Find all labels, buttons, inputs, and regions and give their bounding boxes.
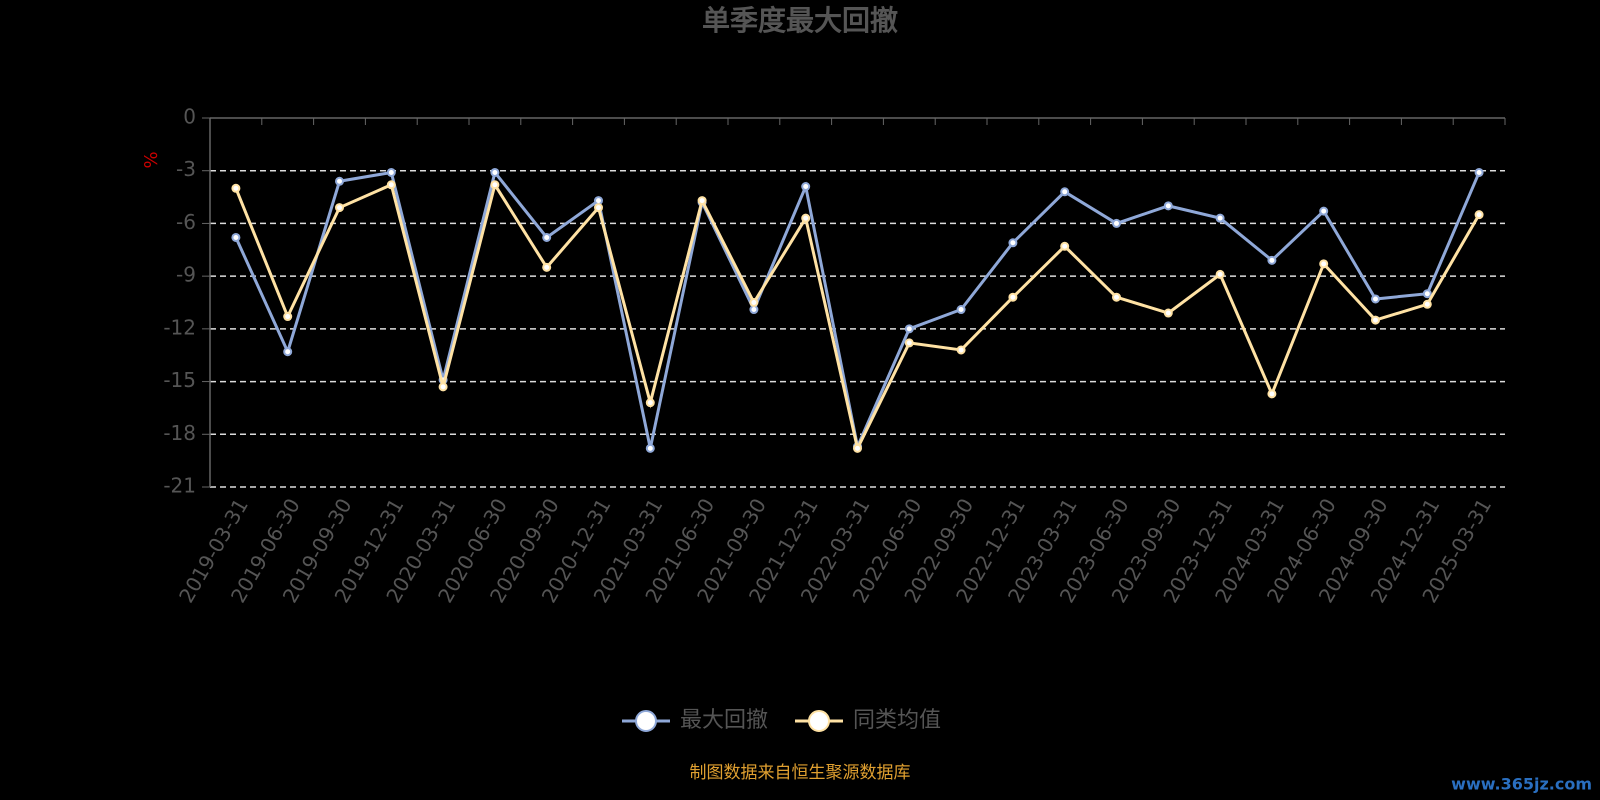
data-point <box>1422 299 1432 309</box>
data-point <box>853 443 862 453</box>
data-point <box>801 213 811 223</box>
data-point <box>594 203 603 213</box>
data-point <box>490 180 500 190</box>
y-axis-label: % <box>141 151 162 168</box>
data-point <box>904 324 914 334</box>
data-point <box>1008 292 1018 302</box>
data-point <box>542 262 552 272</box>
data-point <box>1215 269 1225 279</box>
data-point <box>1112 292 1121 302</box>
data-point <box>1060 187 1070 197</box>
data-point <box>335 176 344 186</box>
data-point <box>283 312 293 322</box>
data-point <box>1060 241 1070 251</box>
data-point <box>1371 294 1380 304</box>
y-tick-label: -12 <box>163 315 196 339</box>
y-tick-label: -15 <box>163 368 196 392</box>
data-point <box>1319 259 1329 269</box>
y-tick-label: -6 <box>176 210 196 234</box>
data-point <box>231 183 241 193</box>
legend-marker <box>635 710 657 732</box>
data-point <box>1474 167 1484 177</box>
data-point <box>645 398 655 408</box>
data-point <box>1474 210 1484 220</box>
data-point <box>1422 289 1432 299</box>
data-point <box>697 196 707 206</box>
legend-label: 最大回撤 <box>680 708 768 733</box>
data-point <box>335 203 344 213</box>
data-point <box>386 180 396 190</box>
data-point <box>904 338 914 348</box>
data-point <box>1163 201 1173 211</box>
legend-marker <box>808 710 830 732</box>
watermark: www.365jz.com <box>1451 775 1592 794</box>
data-point <box>1163 308 1173 318</box>
data-point <box>386 167 396 177</box>
data-point <box>1112 218 1121 228</box>
data-point <box>1008 238 1018 248</box>
data-point <box>1215 213 1225 223</box>
data-point <box>542 232 552 242</box>
chart-title: 单季度最大回撤 <box>702 4 898 37</box>
y-tick-label: -21 <box>163 474 196 498</box>
data-point <box>438 382 448 392</box>
data-point <box>490 167 500 177</box>
data-point <box>1267 255 1277 265</box>
y-tick-label: -18 <box>163 421 196 445</box>
data-point <box>231 232 241 242</box>
legend-label: 同类均值 <box>853 708 941 733</box>
data-point <box>1371 315 1380 325</box>
data-point <box>283 347 293 357</box>
data-point <box>749 298 759 307</box>
data-point <box>1319 206 1329 216</box>
data-point <box>801 182 811 192</box>
data-point <box>594 196 603 206</box>
y-tick-label: -9 <box>176 263 196 287</box>
y-tick-label: -3 <box>176 157 196 181</box>
series-line <box>234 181 1481 453</box>
source-note: 制图数据来自恒生聚源数据库 <box>690 763 911 783</box>
data-point <box>645 443 655 453</box>
data-point <box>956 305 966 315</box>
data-point <box>956 345 966 355</box>
data-point <box>1267 389 1277 399</box>
data-point <box>749 305 759 315</box>
y-tick-label: 0 <box>183 105 196 129</box>
